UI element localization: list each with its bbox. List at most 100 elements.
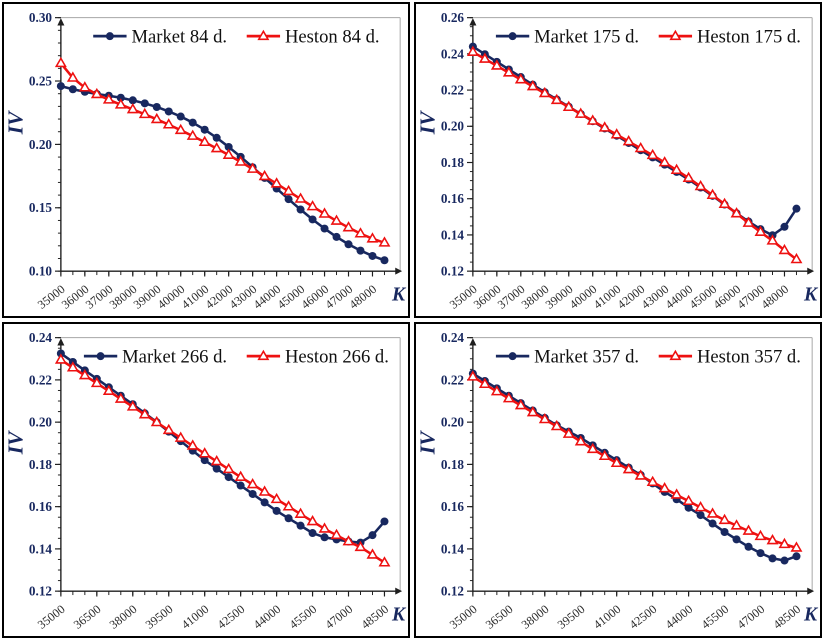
marker-triangle-icon [174, 123, 187, 135]
panel-175d: 0.12 0.14 0.16 0.18 0.20 0.22 0.24 0.26 35000 360… [414, 2, 822, 318]
marker-triangle-icon [574, 435, 587, 446]
marker-triangle-icon [282, 184, 295, 196]
y-axis-ticks: 0.12 0.14 0.16 0.18 0.20 0.22 0.24 [441, 330, 473, 599]
panel-266d: 0.12 0.14 0.16 0.18 0.20 0.22 0.24 35000 36500 38… [2, 322, 410, 638]
x-axis-arrow-icon [807, 587, 815, 595]
marker-triangle-icon [766, 534, 779, 545]
marker-triangle-icon [778, 537, 791, 549]
marker-circle-icon [176, 112, 185, 121]
marker-triangle-icon [294, 507, 307, 518]
marker-triangle-icon [754, 225, 767, 236]
y-axis-title: IV [416, 110, 440, 135]
marker-triangle-icon [198, 135, 211, 147]
x-tick-label: 45500 [287, 602, 320, 632]
marker-triangle-icon [78, 369, 91, 380]
legend-label: Market 84 d. [131, 27, 227, 48]
marker-triangle-icon [342, 221, 355, 232]
marker-triangle-icon [562, 100, 575, 111]
marker-triangle-icon [366, 232, 379, 243]
marker-triangle-icon [526, 405, 539, 417]
x-axis-ticks: 3500036000370003800039000400004100042000… [35, 271, 385, 312]
legend-marker-triangle-icon [257, 349, 270, 361]
y-tick-label: 0.30 [29, 10, 53, 25]
marker-triangle-icon [90, 376, 103, 388]
marker-triangle-icon [706, 507, 719, 518]
series-line [472, 375, 797, 550]
series-line [472, 50, 798, 261]
marker-triangle-icon [354, 227, 367, 238]
marker-triangle-icon [790, 541, 803, 552]
panel-84d: 0.10 0.15 0.20 0.25 0.30 35000 36000 37000 38000… [2, 2, 410, 318]
marker-triangle-icon [270, 492, 283, 504]
legend-label: Heston 175 d. [697, 27, 801, 48]
y-tick-label: 0.20 [29, 137, 53, 152]
marker-triangle-icon [694, 179, 707, 191]
marker-triangle-icon [742, 216, 755, 227]
marker-triangle-icon [670, 163, 683, 175]
legend-marker-circle-icon [105, 32, 114, 41]
y-tick-label: 0.25 [29, 73, 53, 88]
marker-triangle-icon [490, 385, 503, 396]
marker-triangle-icon [514, 73, 527, 84]
marker-triangle-icon [330, 214, 343, 225]
marker-triangle-icon [66, 71, 79, 82]
marker-circle-icon [248, 489, 257, 498]
marker-circle-icon [56, 82, 65, 91]
y-tick-label: 0.24 [441, 330, 465, 345]
legend-marker-triangle-icon [669, 29, 682, 41]
series-heston-175-d- [466, 45, 803, 264]
marker-circle-icon [152, 103, 161, 112]
marker-triangle-icon [258, 169, 271, 181]
marker-triangle-icon [330, 528, 343, 540]
marker-triangle-icon [622, 135, 635, 146]
marker-circle-icon [792, 204, 801, 213]
marker-triangle-icon [718, 197, 731, 209]
marker-triangle-icon [198, 447, 211, 458]
series-heston-357-d- [466, 370, 803, 552]
x-tick-label: 36500 [483, 602, 516, 632]
y-tick-label: 0.18 [441, 457, 465, 472]
marker-triangle-icon [790, 252, 803, 264]
marker-triangle-icon [234, 155, 247, 166]
marker-circle-icon [380, 256, 389, 265]
series-heston-266-d- [54, 353, 391, 567]
y-tick-label: 0.20 [441, 415, 465, 430]
legend: Market 266 d. Heston 266 d. [83, 347, 389, 367]
marker-triangle-icon [246, 162, 259, 173]
x-tick-label: 47000 [322, 602, 355, 632]
marker-triangle-icon [634, 141, 647, 153]
marker-triangle-icon [90, 87, 103, 99]
marker-triangle-icon [682, 171, 695, 182]
marker-circle-icon [236, 481, 245, 490]
x-tick-label: 38000 [107, 602, 140, 632]
marker-triangle-icon [210, 454, 223, 466]
y-tick-label: 0.12 [441, 264, 465, 279]
marker-circle-icon [308, 215, 317, 224]
x-axis-arrow-icon [395, 587, 403, 595]
y-tick-label: 0.16 [29, 499, 53, 514]
marker-circle-icon [332, 232, 341, 241]
marker-circle-icon [684, 503, 693, 512]
y-tick-label: 0.14 [29, 541, 53, 556]
legend-marker-circle-icon [508, 352, 517, 361]
marker-triangle-icon [562, 427, 575, 438]
iv-chart-357d: 0.12 0.14 0.16 0.18 0.20 0.22 0.24 35000 36500 38… [416, 330, 819, 632]
x-tick-label: 35000 [447, 602, 480, 632]
marker-triangle-icon [162, 118, 175, 129]
marker-triangle-icon [730, 519, 743, 530]
series-market-84-d- [56, 82, 389, 265]
x-tick-label: 48000 [758, 282, 791, 312]
marker-triangle-icon [66, 361, 79, 372]
plot-box-edges [60, 337, 401, 592]
x-tick-label: 35000 [35, 602, 68, 632]
y-axis-arrow-icon [469, 18, 477, 26]
y-axis-arrow-icon [57, 18, 65, 26]
x-axis-arrow-icon [807, 267, 815, 275]
x-axis-ticks: 3500036000370003800039000400004100042000… [447, 271, 797, 312]
marker-triangle-icon [646, 148, 659, 160]
marker-triangle-icon [610, 456, 623, 468]
marker-circle-icon [368, 251, 377, 260]
marker-triangle-icon [378, 236, 391, 247]
marker-triangle-icon [174, 431, 187, 442]
marker-triangle-icon [270, 177, 283, 188]
